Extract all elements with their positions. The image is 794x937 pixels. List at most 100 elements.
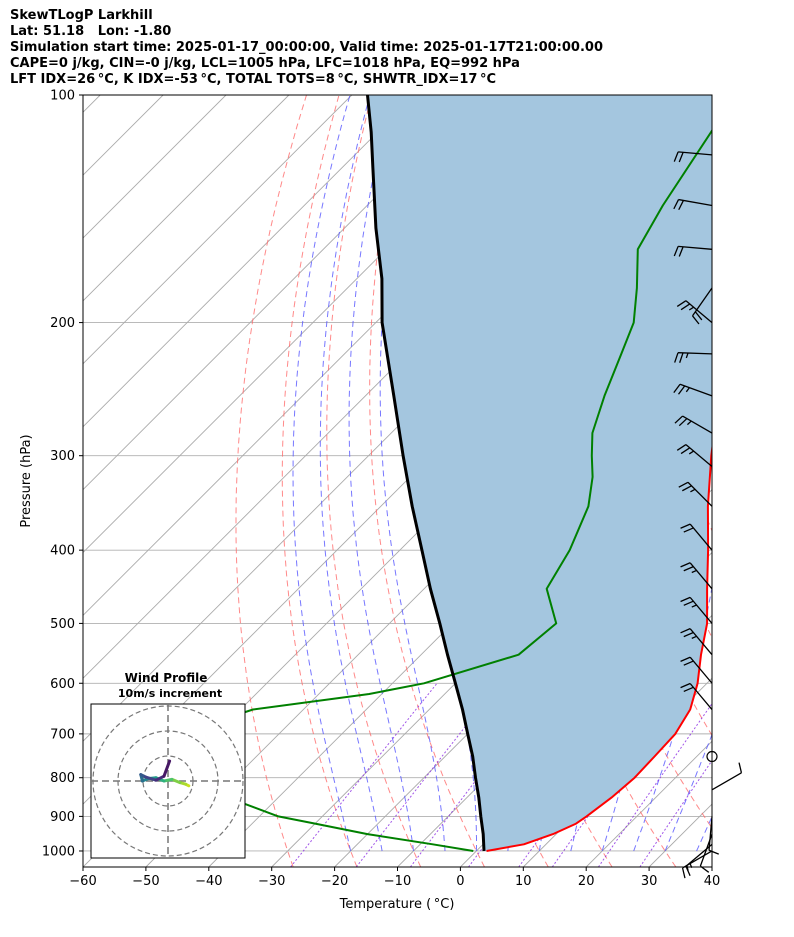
dry-adiabat-line [235,95,307,867]
cape-area-shade [367,95,712,851]
barb-flag [680,656,691,662]
wind-barb [674,352,713,363]
x-tick-label: −60 [69,874,96,889]
barb-half-flag [686,420,692,426]
barb-flag [680,447,691,455]
barb-half-flag [685,387,690,393]
barb-shaft [689,596,713,624]
y-tick-label: 300 [50,449,75,464]
y-tick-label: 800 [50,771,75,786]
barb-shaft [699,833,713,867]
stability-indices: LFT IDX=26 °C, K IDX=-53 °C, TOTAL TOTS=… [10,72,497,87]
isotherm-line [83,95,290,302]
barb-half-flag [690,488,696,493]
barb-flag [680,523,691,529]
x-tick-label: −20 [321,874,348,889]
barb-flag [673,199,680,210]
dewpoint-profile-line [170,128,712,852]
barb-flag [676,444,687,451]
chart-axes: Temperature ( °C) Pressure (hPa) −60 −50 −… [19,89,720,913]
wind-barb [673,383,713,397]
y-tick-label: 400 [50,544,75,559]
barb-flag [673,246,679,257]
barb-shaft [685,444,713,467]
y-tick-label: 100 [50,89,75,104]
barb-flag [681,485,692,492]
isotherm-line [334,488,712,867]
x-axis-label: Temperature ( °C) [339,897,455,912]
barb-shaft [678,151,713,156]
barb-shaft [687,481,713,507]
barb-flag [678,200,685,211]
barb-flag [678,418,688,427]
barb-flag [674,415,684,424]
x-tick-label: −50 [132,874,159,889]
barb-shaft [689,628,713,656]
y-tick-label: 600 [50,677,75,692]
barb-shaft [685,300,713,324]
x-tick-label: 20 [578,874,595,889]
barb-shaft [689,523,713,551]
station-location: Lat: 51.18 Lon: -1.80 [10,24,172,39]
barb-flag [681,867,686,879]
wind-barb [699,833,713,873]
barb-half-flag [686,865,689,871]
x-tick-label: −10 [384,874,411,889]
barb-shaft [682,415,713,434]
wind-barbs [673,151,743,879]
barb-shaft [682,850,713,869]
barb-flag [683,527,694,533]
barb-flag [678,246,684,257]
x-tick-label: −30 [258,874,285,889]
barb-flag [679,352,684,363]
wind-barb [680,628,713,656]
barb-shaft [689,562,713,590]
barb-flag [673,383,681,393]
wind-barb [676,444,713,467]
barb-flag [694,311,703,321]
wind-barb [680,596,713,624]
barb-flag [708,849,719,855]
barb-shaft [711,772,742,791]
y-tick-label: 200 [50,316,75,331]
parcel-profile-line [366,95,486,852]
barb-shaft [678,198,713,207]
hodograph-trace-segment [162,759,172,778]
barb-shaft [685,843,713,867]
moist-adiabat-line [379,95,446,852]
barb-flag [683,600,694,606]
hodograph-subtitle: 10m/s increment [118,687,222,700]
wind-barb [680,682,713,710]
y-tick-label: 1000 [42,844,75,859]
temperature-profile-line [486,442,712,852]
wind-barb [691,287,713,325]
y-axis-label: Pressure (hPa) [19,434,34,527]
x-tick-label: 10 [515,874,532,889]
barb-flag [680,596,691,603]
y-tick-label: 900 [50,810,75,825]
isotherm-line [711,866,712,867]
moist-adiabat-line [319,95,383,852]
barb-flag [683,660,694,666]
barb-flag [699,865,710,873]
wind-barb [673,245,713,257]
wind-barb [706,750,718,763]
barb-flag [678,481,689,488]
barb-half-flag [691,604,697,608]
moist-adiabat-line [348,95,414,852]
calm-circle [706,750,718,763]
hodograph-inset: Wind Profile 10m/s increment [90,671,246,859]
simulation-times: Simulation start time: 2025-01-17_00:00:… [10,40,603,55]
isotherm-line [83,95,416,428]
wind-barb [676,300,713,324]
x-tick-label: 30 [641,874,658,889]
wind-barb [674,415,713,434]
barb-shaft [708,816,713,851]
x-tick-label: −40 [195,874,222,889]
mixing-ratio-line [355,682,500,867]
chart-header: SkewTLogP Larkhill Lat: 51.18 Lon: -1.80… [10,8,603,88]
barb-half-flag [688,450,694,455]
barb-half-flag [691,569,697,574]
wind-barb [673,198,713,211]
